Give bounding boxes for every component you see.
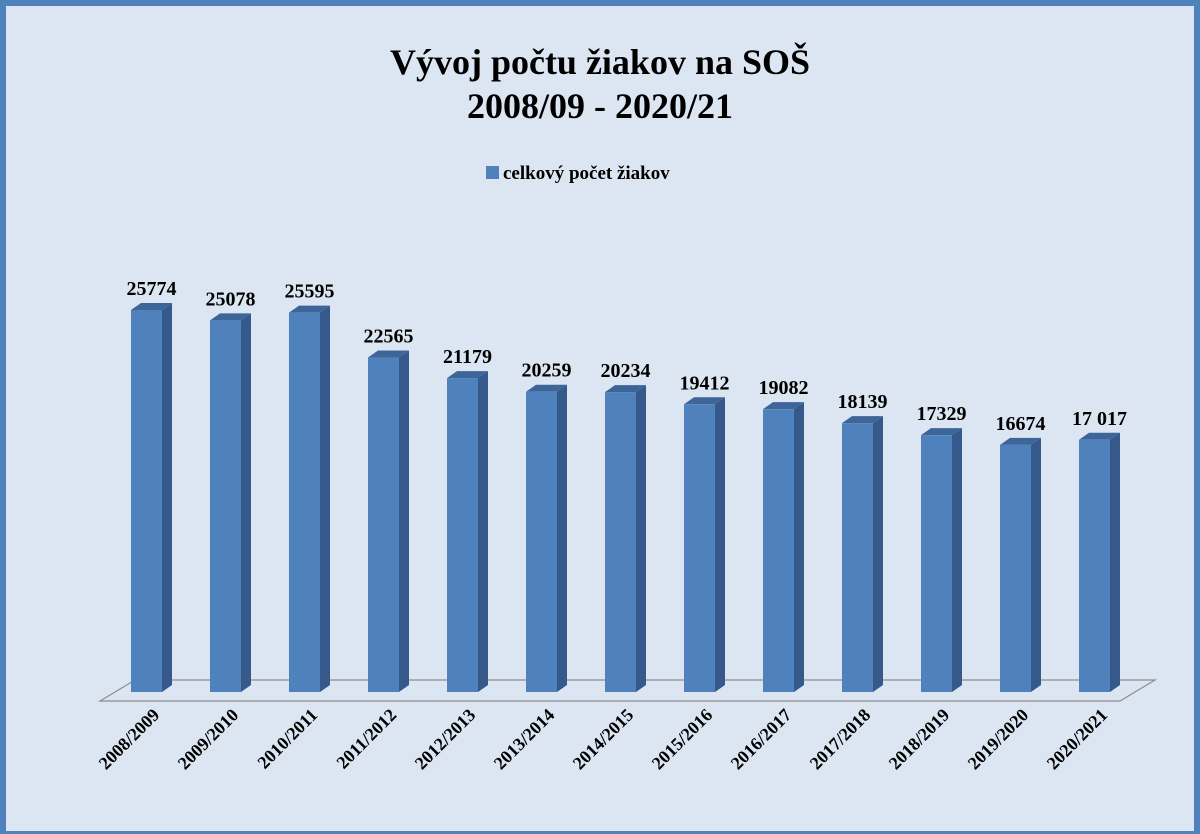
bar-side	[241, 313, 251, 692]
bar-side	[1110, 432, 1120, 692]
bar-side	[794, 402, 804, 692]
bar-top	[447, 371, 488, 379]
bar-top	[763, 402, 804, 410]
bar-side	[1031, 437, 1041, 692]
data-label: 25774	[127, 278, 177, 300]
bar	[1079, 439, 1110, 692]
bar-side	[162, 303, 172, 692]
bar	[368, 357, 399, 692]
data-label: 22565	[364, 326, 414, 348]
bar-side	[636, 385, 646, 692]
bar	[605, 392, 636, 692]
bar	[1000, 444, 1031, 692]
data-label: 19412	[680, 372, 730, 394]
data-label: 21179	[443, 346, 492, 368]
data-label: 17329	[917, 403, 967, 425]
chart-title: Vývoj počtu žiakov na SOŠ	[390, 42, 810, 82]
bar-side	[320, 305, 330, 692]
bar	[763, 409, 794, 692]
legend-swatch	[486, 166, 499, 179]
legend-label: celkový počet žiakov	[503, 163, 670, 184]
bar-top	[1079, 432, 1120, 440]
bar	[921, 435, 952, 692]
bar	[210, 320, 241, 692]
bar-side	[952, 428, 962, 692]
bar	[684, 404, 715, 692]
bar-top	[605, 385, 646, 393]
bar-side	[478, 371, 488, 692]
bar-top	[526, 384, 567, 392]
data-label: 19082	[759, 377, 809, 399]
bar-top	[368, 350, 409, 358]
bar-side	[557, 384, 567, 692]
bar-top	[921, 428, 962, 436]
data-label: 18139	[838, 391, 888, 413]
data-label: 20234	[601, 360, 651, 382]
bar	[131, 310, 162, 692]
bar-top	[210, 313, 251, 321]
bar-top	[1000, 437, 1041, 445]
bar-side	[399, 350, 409, 692]
bar-top	[289, 305, 330, 313]
bar-top	[131, 303, 172, 310]
data-label: 25078	[206, 288, 256, 310]
bar	[526, 391, 557, 692]
chart-subtitle: 2008/09 - 2020/21	[467, 86, 733, 126]
data-label: 17 017	[1072, 408, 1127, 430]
data-label: 25595	[285, 281, 335, 303]
bar-side	[715, 397, 725, 692]
bar-side	[873, 416, 883, 692]
bar	[842, 423, 873, 692]
data-label: 16674	[996, 413, 1046, 435]
bar	[447, 378, 478, 692]
bar	[289, 312, 320, 692]
bar-top	[684, 397, 725, 405]
data-label: 20259	[522, 360, 572, 382]
bar-top	[842, 416, 883, 424]
